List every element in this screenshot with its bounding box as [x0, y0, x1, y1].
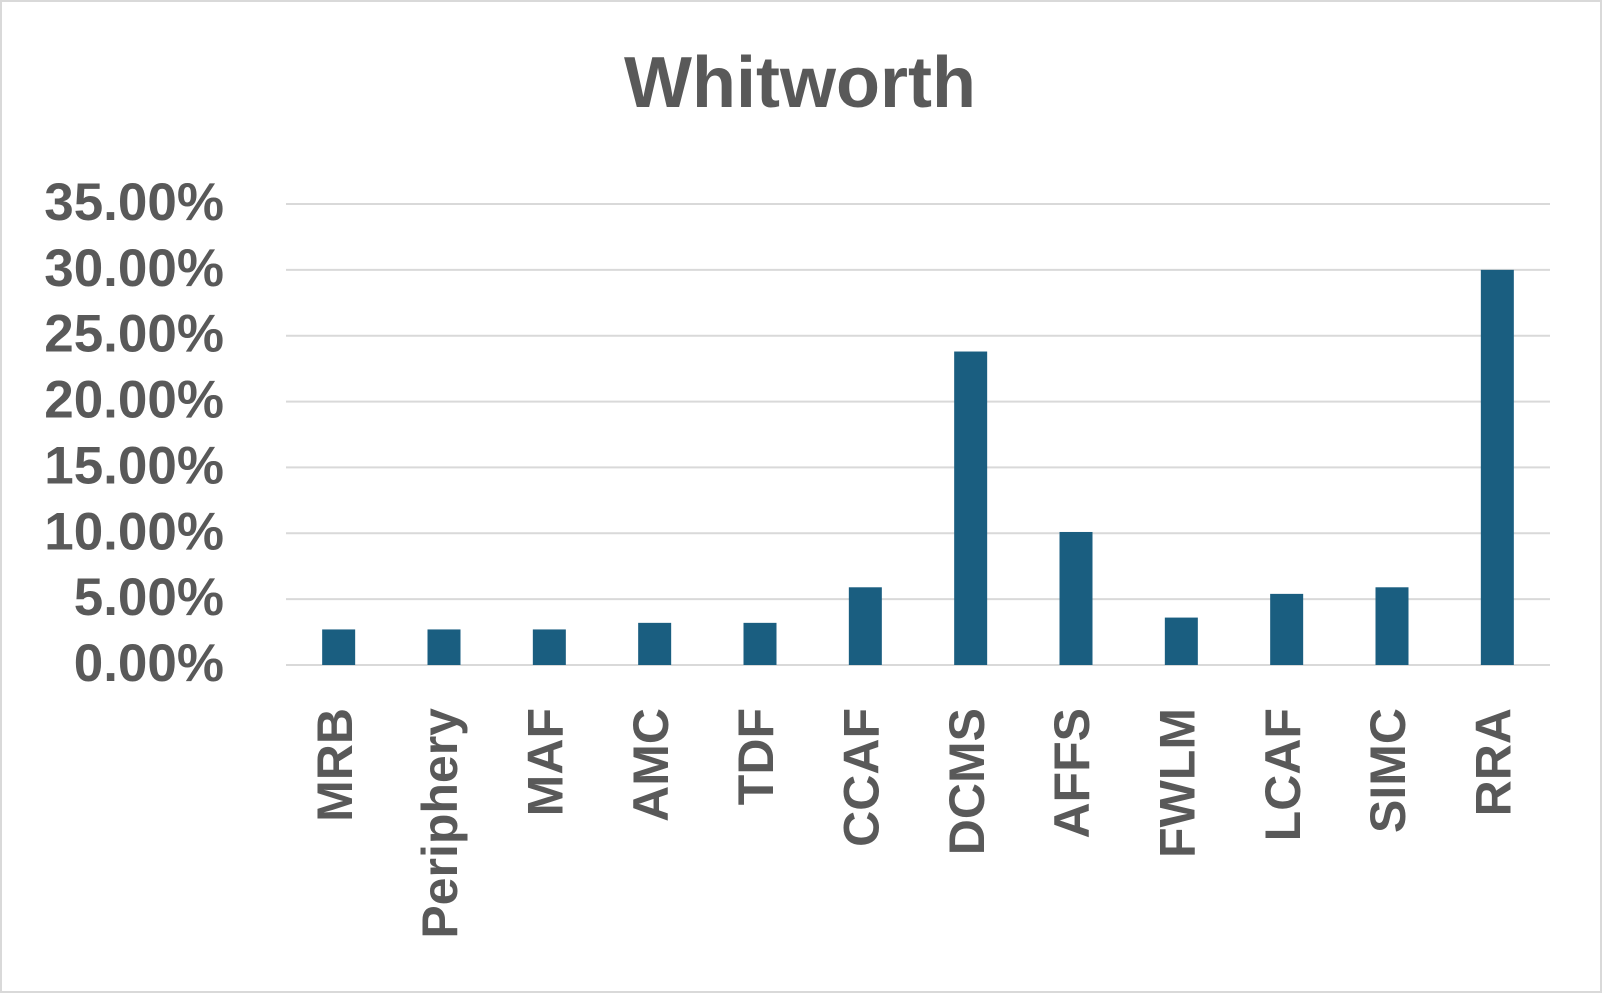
bar	[322, 629, 356, 665]
bar	[1164, 617, 1198, 665]
y-tick-label: 35.00%	[44, 173, 224, 232]
x-tick-label: FWLM	[1150, 708, 1206, 858]
y-tick-label: 5.00%	[74, 568, 224, 627]
bar	[743, 622, 777, 665]
bar	[1375, 587, 1409, 665]
x-tick-label: CCAF	[834, 708, 890, 847]
x-tick-label: RRA	[1466, 708, 1522, 816]
bar	[532, 629, 566, 665]
bar	[848, 587, 882, 665]
bar	[638, 622, 672, 665]
y-tick-label: 30.00%	[44, 239, 224, 298]
y-tick-label: 0.00%	[74, 634, 224, 693]
bar	[1480, 269, 1514, 665]
x-tick-label: AFFS	[1044, 708, 1100, 839]
x-tick-label: TDF	[728, 708, 784, 805]
x-tick-label: AMC	[623, 708, 679, 822]
x-tick-label: SIMC	[1360, 708, 1416, 833]
bar	[1059, 531, 1093, 665]
x-tick-label: MRB	[307, 708, 363, 822]
bar	[1270, 593, 1304, 665]
y-tick-label: 25.00%	[44, 305, 224, 364]
x-tick-label: MAF	[518, 708, 574, 816]
y-tick-label: 15.00%	[44, 436, 224, 495]
y-tick-label: 10.00%	[44, 502, 224, 561]
x-tick-label: DCMS	[939, 708, 995, 855]
chart-title: Whitworth	[624, 43, 976, 123]
bar	[954, 351, 988, 665]
y-tick-label: 20.00%	[44, 371, 224, 430]
bar	[427, 629, 461, 665]
x-tick-label: Periphery	[412, 708, 468, 939]
x-tick-label: LCAF	[1255, 708, 1311, 841]
